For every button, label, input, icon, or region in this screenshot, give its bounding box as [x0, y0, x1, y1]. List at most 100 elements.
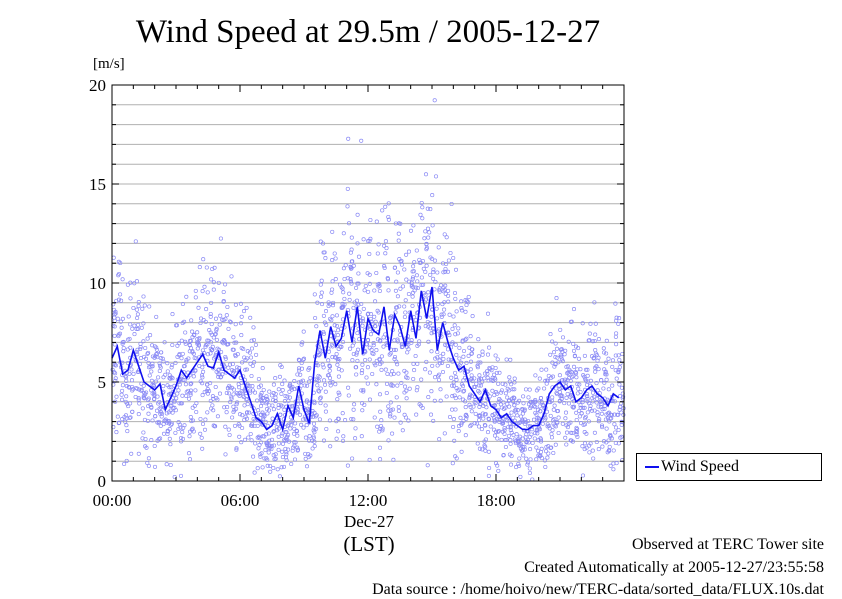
sample-point	[596, 404, 601, 409]
sample-point	[505, 395, 510, 400]
sample-point	[404, 277, 409, 282]
sample-point	[250, 384, 255, 389]
sample-point	[459, 299, 464, 304]
sample-point	[594, 396, 600, 401]
sample-point	[267, 389, 272, 394]
sample-point	[158, 423, 163, 428]
sample-point	[197, 265, 202, 270]
sample-point	[414, 248, 419, 253]
sample-point	[292, 443, 297, 448]
sample-point	[457, 363, 462, 368]
sample-point	[508, 438, 513, 443]
sample-point	[337, 392, 342, 397]
sample-point	[397, 304, 402, 309]
sample-point	[133, 239, 138, 244]
sample-point	[613, 301, 618, 306]
sample-point	[192, 355, 197, 361]
sample-point	[557, 373, 562, 378]
sample-point	[136, 322, 141, 327]
sample-point	[298, 372, 303, 377]
sample-point	[228, 320, 233, 325]
sample-point	[296, 357, 301, 362]
sample-point	[154, 314, 159, 319]
sample-point	[612, 412, 617, 417]
sample-point	[558, 327, 563, 332]
sample-point	[190, 426, 195, 431]
sample-point	[593, 348, 598, 353]
sample-point	[404, 344, 409, 349]
sample-point	[251, 337, 257, 343]
sample-point	[251, 325, 256, 330]
sample-point	[496, 468, 501, 473]
sample-point	[517, 463, 522, 468]
sample-point	[305, 383, 310, 388]
sample-point	[164, 411, 169, 416]
sample-point	[354, 372, 359, 377]
sample-point	[585, 396, 590, 401]
sample-point	[483, 437, 488, 442]
sample-point	[461, 354, 466, 359]
sample-point	[587, 450, 592, 455]
sample-point	[193, 288, 198, 293]
sample-point	[560, 421, 565, 426]
sample-point	[336, 416, 341, 421]
sample-point	[602, 350, 607, 355]
sample-point	[444, 235, 449, 240]
sample-point	[125, 429, 130, 434]
sample-point	[378, 457, 383, 462]
sample-point	[264, 394, 269, 399]
sample-point	[459, 422, 464, 427]
sample-point	[252, 390, 258, 395]
sample-point	[617, 357, 622, 363]
sample-point	[170, 410, 175, 415]
sample-point	[264, 399, 270, 405]
sample-point	[194, 356, 199, 361]
sample-point	[276, 447, 281, 452]
sample-point	[241, 309, 247, 314]
sample-point	[170, 342, 175, 348]
sample-point	[443, 283, 448, 288]
sample-point	[585, 367, 590, 372]
sample-point	[389, 314, 394, 319]
sample-point	[389, 372, 394, 377]
sample-point	[607, 419, 612, 424]
sample-point	[499, 388, 504, 393]
sample-point	[134, 349, 139, 354]
sample-point	[280, 449, 285, 454]
sample-point	[235, 365, 240, 370]
sample-point	[606, 356, 611, 361]
sample-point	[545, 422, 550, 427]
sample-point	[423, 367, 428, 372]
x-tick-label: 12:00	[349, 491, 388, 510]
sample-point	[403, 310, 408, 315]
sample-point	[119, 325, 124, 330]
sample-point	[271, 407, 276, 412]
sample-point	[501, 453, 506, 458]
sample-point	[409, 340, 414, 345]
sample-point	[538, 409, 543, 414]
sample-point	[231, 392, 236, 397]
sample-point	[252, 470, 257, 475]
sample-point	[175, 391, 180, 396]
sample-point	[308, 375, 313, 381]
sample-point	[576, 346, 581, 351]
sample-point	[606, 438, 611, 443]
sample-point	[213, 316, 219, 321]
sample-point	[593, 321, 598, 326]
sample-point	[596, 419, 601, 424]
sample-point	[143, 392, 148, 397]
sample-point	[330, 314, 335, 319]
sample-point	[359, 301, 364, 307]
sample-point	[446, 288, 451, 293]
sample-point	[329, 342, 334, 347]
sample-point	[447, 312, 452, 317]
sample-point	[129, 367, 134, 372]
sample-point	[112, 312, 117, 317]
sample-point	[598, 399, 603, 405]
sample-point	[521, 453, 526, 458]
sample-point	[190, 418, 196, 423]
sample-point	[559, 354, 564, 359]
sample-point	[263, 447, 268, 453]
sample-point	[176, 341, 182, 346]
sample-point	[150, 364, 155, 369]
